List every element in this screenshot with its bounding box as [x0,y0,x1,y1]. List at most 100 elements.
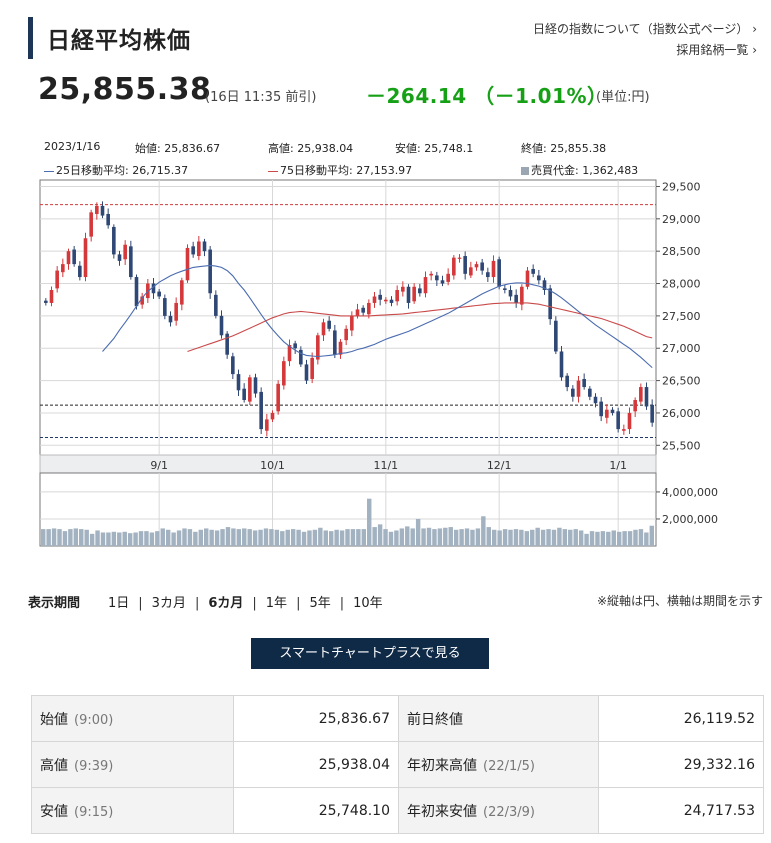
volume-bar [236,529,242,546]
volume-bar [361,529,367,546]
volume-bar [502,529,508,546]
smart-chart-button[interactable]: スマートチャートプラスで見る [251,638,489,669]
candle-down [202,241,207,252]
summary-label-text: 高値 [40,757,68,774]
volume-bar [595,531,600,546]
index-info-link[interactable]: 日経の指数について（指数公式ページ） › [532,22,757,36]
summary-label-text: 前日終値 [407,711,463,728]
candle-up [367,302,371,315]
volume-bar [546,529,551,546]
date-tick-label: 12/1 [487,459,512,472]
components-link[interactable]: 採用銘柄一覧 › [676,43,757,57]
candle-up [395,290,399,302]
info-turnover: 売買代金: 1,362,483 [521,162,638,178]
volume-bar [41,529,46,546]
candle-down [610,409,615,413]
summary-value: 29,332.16 [598,741,764,788]
candle-up [310,357,314,379]
candle-down [508,290,513,297]
candle-up [429,273,433,276]
candle-down [616,411,620,430]
candle-up [576,380,581,397]
candle-up [287,345,292,362]
volume-bar [274,529,280,546]
candle-up [474,264,479,268]
volume-bar [176,530,182,546]
summary-label: 始値 (9:00) [31,695,234,742]
candle-up [401,286,405,292]
candle-down [327,320,331,329]
volume-bar [405,526,410,546]
candle-down [168,315,173,323]
price-tick-label: 26,500 [662,375,701,388]
period-option[interactable]: 3カ月 [151,596,186,611]
candle-down [537,275,541,281]
period-option[interactable]: 6カ月 [208,596,244,611]
summary-value: 26,119.52 [598,695,764,742]
volume-bar [231,528,236,546]
volume-bar [557,527,562,546]
volume-bar [415,518,421,546]
volume-bar [328,531,334,546]
volume-bar [285,529,290,546]
candle-up [316,335,320,360]
period-option[interactable]: 5年 [309,596,331,611]
period-option[interactable]: 1年 [265,596,288,611]
volume-bar [589,531,595,546]
volume-bar [155,531,160,546]
volume-bar [209,529,214,546]
candle-down [514,294,518,303]
price-tick-label: 28,000 [662,278,701,291]
volume-bar [95,530,100,546]
volume-bar [649,525,654,546]
candle-up [174,302,178,321]
summary-row: 高値 (9:39) 25,938.04 年初来高値 (22/1/5) 29,332.16 [31,741,764,788]
period-option[interactable]: 10年 [353,596,383,611]
candle-up [61,264,65,273]
period-option[interactable]: 1日 [108,596,130,611]
candle-down [259,391,263,430]
volume-bar [459,529,464,546]
candle-up [55,270,59,289]
candle-down [242,388,246,400]
candle-up [248,377,252,402]
summary-label: 高値 (9:39) [31,741,234,788]
candle-down [548,288,552,320]
volume-bar [84,529,89,546]
volume-tick-label: 4,000,000 [662,486,718,499]
quote-timestamp: (16日 11:35 前引) [205,90,317,105]
summary-row: 安値 (9:15) 25,748.10 年初来安値 (22/3/9) 24,717.53 [31,787,764,834]
date-tick-label: 11/1 [373,459,398,472]
candle-down [559,351,564,378]
volume-bar [198,529,204,546]
volume-bar [57,529,62,546]
candle-down [112,226,116,255]
info-date: 2023/1/16 [44,140,101,153]
candle-down [571,388,575,397]
volume-bar [111,531,117,546]
volume-bar [600,531,606,546]
candle-up [270,412,275,420]
candle-down [157,291,161,297]
candle-up [66,251,71,265]
volume-bar [426,527,432,546]
summary-value: 24,717.53 [598,787,764,834]
volume-bar [508,529,513,546]
volume-bar [486,527,491,546]
candle-down [151,283,156,294]
candle-down [463,256,467,274]
unit-label: (単位:円) [596,90,650,105]
candle-up [452,257,456,276]
candle-up [639,387,643,402]
ma25-text: 25日移動平均: 26,715.37 [56,164,189,177]
price-panel [39,179,657,456]
volume-bar [46,529,51,546]
summary-row: 始値 (9:00) 25,836.67 前日終値 26,119.52 [31,695,764,742]
candle-down [44,300,48,303]
volume-bar [356,529,361,546]
price-tick-label: 29,500 [662,180,701,193]
summary-time: (9:00) [74,712,114,728]
candle-down [293,343,297,349]
volume-bar [106,532,111,546]
volume-bar [383,529,388,546]
